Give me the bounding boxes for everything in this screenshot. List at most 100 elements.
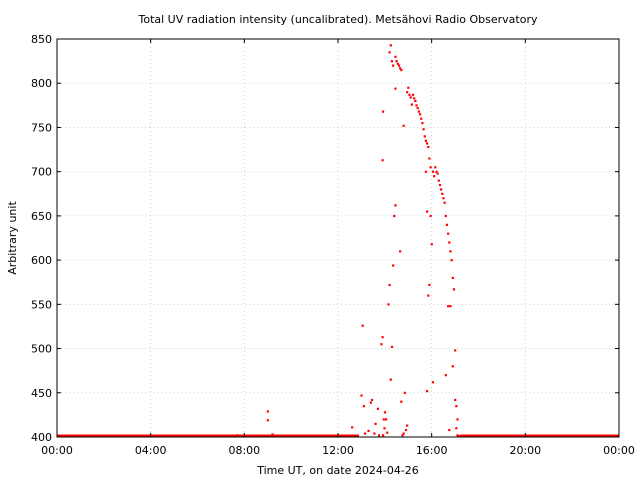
data-point <box>236 434 239 437</box>
data-point <box>402 432 405 435</box>
data-point <box>386 431 389 434</box>
data-point <box>423 135 426 138</box>
y-tick-label: 600 <box>31 254 52 267</box>
data-point <box>452 288 456 291</box>
data-point <box>444 214 447 218</box>
data-point <box>404 428 408 432</box>
data-point <box>440 188 443 191</box>
data-point <box>266 410 269 413</box>
data-point <box>383 411 387 414</box>
data-point <box>425 390 429 393</box>
data-point <box>434 166 437 169</box>
data-point <box>428 157 431 160</box>
data-point <box>374 422 377 425</box>
data-point <box>450 259 453 262</box>
x-tick-label: 16:00 <box>416 444 448 457</box>
data-point <box>409 96 412 99</box>
data-point <box>388 51 391 54</box>
data-point <box>362 405 365 408</box>
data-point <box>457 435 460 438</box>
data-point <box>436 172 439 175</box>
data-point <box>418 113 422 116</box>
axis-layer: 400 450 500 550 600 650 700 750 800 850 00:00 04:00… <box>31 33 635 457</box>
data-point <box>420 117 423 120</box>
data-point <box>266 419 269 422</box>
data-point <box>447 305 450 308</box>
data-point <box>399 67 402 70</box>
data-point <box>361 324 364 327</box>
data-point <box>363 432 367 435</box>
data-point <box>370 398 374 402</box>
x-tick-label: 00:00 <box>603 444 635 457</box>
data-point <box>400 68 403 72</box>
data-point <box>394 87 397 90</box>
data-point <box>403 391 406 394</box>
data-point <box>415 104 418 107</box>
data-point <box>390 60 394 63</box>
data-point <box>411 93 415 96</box>
data-point <box>381 110 385 113</box>
data-point <box>385 418 388 421</box>
data-point <box>393 214 396 218</box>
y-tick-label: 850 <box>31 33 52 46</box>
data-point <box>454 349 457 352</box>
data-point <box>437 179 440 182</box>
y-tick-label: 750 <box>31 121 52 134</box>
data-point <box>445 223 449 226</box>
y-tick-label: 700 <box>31 166 52 179</box>
data-point <box>448 428 451 432</box>
data-point <box>399 250 402 253</box>
data-point <box>427 294 430 297</box>
data-point <box>394 55 397 58</box>
data-point <box>455 405 458 408</box>
data-point <box>406 91 409 94</box>
data-point <box>416 106 419 110</box>
data-point <box>435 170 438 173</box>
data-point <box>373 432 376 435</box>
data-point <box>271 433 274 436</box>
data-point <box>413 97 416 100</box>
data-point <box>351 426 354 429</box>
data-point <box>395 60 398 63</box>
y-axis-label: Arbitrary unit <box>6 201 19 275</box>
data-point <box>424 139 428 142</box>
x-tick-label: 08:00 <box>228 444 260 457</box>
data-point <box>454 398 457 402</box>
data-point <box>402 124 405 127</box>
data-point <box>376 407 380 410</box>
data-point <box>392 64 395 67</box>
data-point <box>380 343 383 346</box>
data-point <box>425 142 429 145</box>
data-point <box>369 401 372 404</box>
data-point <box>441 192 444 195</box>
data-point <box>407 86 410 89</box>
data-point <box>381 434 385 437</box>
data-point <box>424 170 428 173</box>
data-point <box>397 64 401 67</box>
data-point <box>428 283 431 287</box>
data-point <box>449 250 452 253</box>
y-tick-label: 500 <box>31 343 52 356</box>
data-point <box>383 427 386 430</box>
data-point <box>381 336 384 339</box>
data-point <box>414 99 417 103</box>
data-point <box>431 381 435 384</box>
x-tick-label: 12:00 <box>322 444 354 457</box>
x-tick-label: 04:00 <box>135 444 167 457</box>
data-point <box>401 434 404 437</box>
data-point <box>444 374 447 377</box>
data-point <box>390 345 394 348</box>
y-tick-label: 400 <box>31 431 52 444</box>
y-tick-label: 550 <box>31 298 52 311</box>
data-point <box>406 424 409 427</box>
plot-frame <box>56 38 620 438</box>
x-tick-label: 00:00 <box>41 444 73 457</box>
data-point <box>387 303 390 306</box>
y-tick-label: 650 <box>31 210 52 223</box>
data-point <box>381 159 384 162</box>
data-point <box>442 197 445 200</box>
x-tick-label: 20:00 <box>509 444 541 457</box>
data-point <box>410 103 413 106</box>
